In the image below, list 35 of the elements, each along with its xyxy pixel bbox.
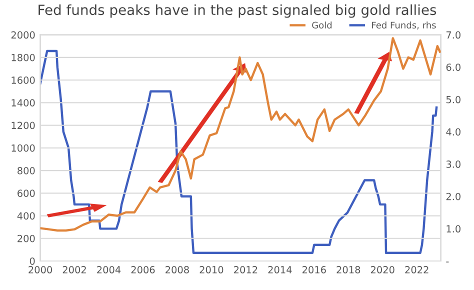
y2-tick-label: 2.0 — [446, 192, 460, 200]
y-tick-label: 200 — [18, 234, 35, 242]
x-tick-label: 2002 — [62, 266, 86, 274]
x-tick-label: 2022 — [405, 266, 428, 274]
legend-label: Fed Funds, rhs — [372, 22, 436, 30]
x-tick-label: 2000 — [28, 266, 52, 274]
line-series — [40, 50, 438, 254]
y-tick-label: 600 — [18, 190, 35, 197]
chart-title: Fed funds peaks have in the past signaled big gold rallies — [38, 4, 436, 18]
x-tick-label: 2020 — [370, 266, 394, 274]
y-tick-label: 400 — [17, 212, 35, 220]
x-tick-label: 2010 — [200, 266, 224, 274]
y-tick-label: 1000 — [12, 144, 35, 152]
y-tick-label: 1800 — [12, 54, 35, 62]
legend-label: Gold — [312, 22, 332, 29]
y-tick-label: 1400 — [12, 99, 35, 106]
x-tick-label: 2012 — [234, 266, 258, 274]
x-tick-label: 2004 — [97, 266, 121, 274]
x-tick-label: 2018 — [336, 266, 360, 274]
y2-tick-label: 1.0 — [446, 225, 460, 233]
y2-tick-label: 6.0 — [446, 64, 460, 71]
y-tick-label: 0 — [30, 257, 35, 265]
y2-tick-label: 4.0 — [446, 128, 460, 136]
x-tick-label: 2006 — [131, 266, 155, 274]
y2-tick-label: 7.0 — [446, 31, 460, 39]
y-tick-label: 1600 — [12, 76, 35, 84]
y2-tick-label: 5.0 — [446, 96, 460, 104]
y-tick-label: 2000 — [11, 31, 35, 39]
x-tick-label: 2014 — [268, 266, 292, 274]
x-tick-label: 2016 — [302, 266, 326, 274]
y-tick-label: 1200 — [12, 122, 35, 130]
x-tick-label: 2008 — [166, 266, 189, 274]
y-tick-label: 800 — [18, 167, 35, 174]
y2-tick-label: 3.0 — [446, 160, 460, 168]
line-series — [40, 37, 441, 232]
